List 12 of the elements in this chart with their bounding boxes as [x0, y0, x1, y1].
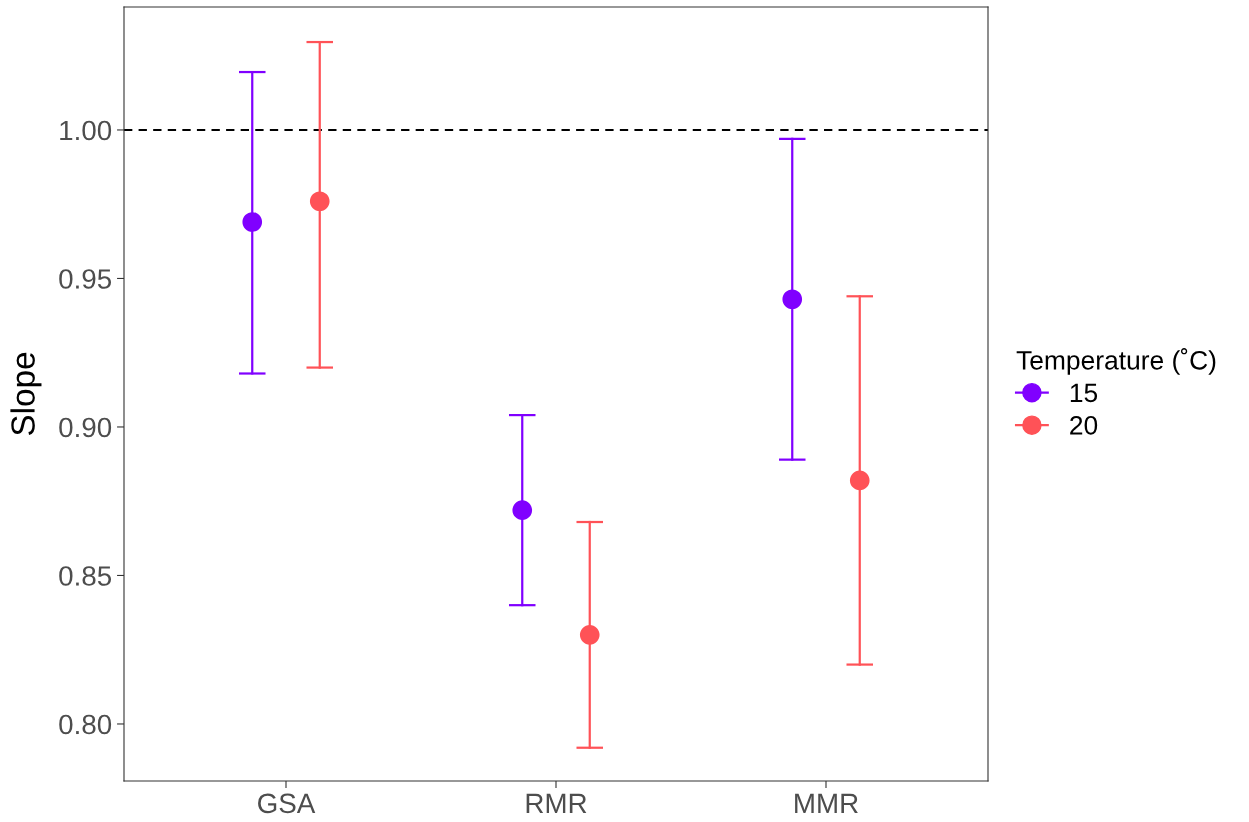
- x-tick-label: MMR: [795, 793, 858, 813]
- y-tick-label: 1.00: [60, 120, 112, 141]
- y-tick-label: 0.85: [59, 566, 112, 586]
- legend-label: 20: [1070, 415, 1098, 435]
- y-tick-label: 0.95: [59, 269, 112, 289]
- x-tick-label: GSA: [258, 793, 316, 814]
- y-tick-label: 0.80: [59, 714, 112, 735]
- legend-label: 15: [1070, 383, 1098, 403]
- legend-title: Temperature (˚C): [1016, 348, 1216, 375]
- x-tick-label: RMR: [526, 793, 587, 813]
- y-tick-label: 0.90: [59, 417, 112, 438]
- y-axis-title: Slope: [10, 352, 42, 436]
